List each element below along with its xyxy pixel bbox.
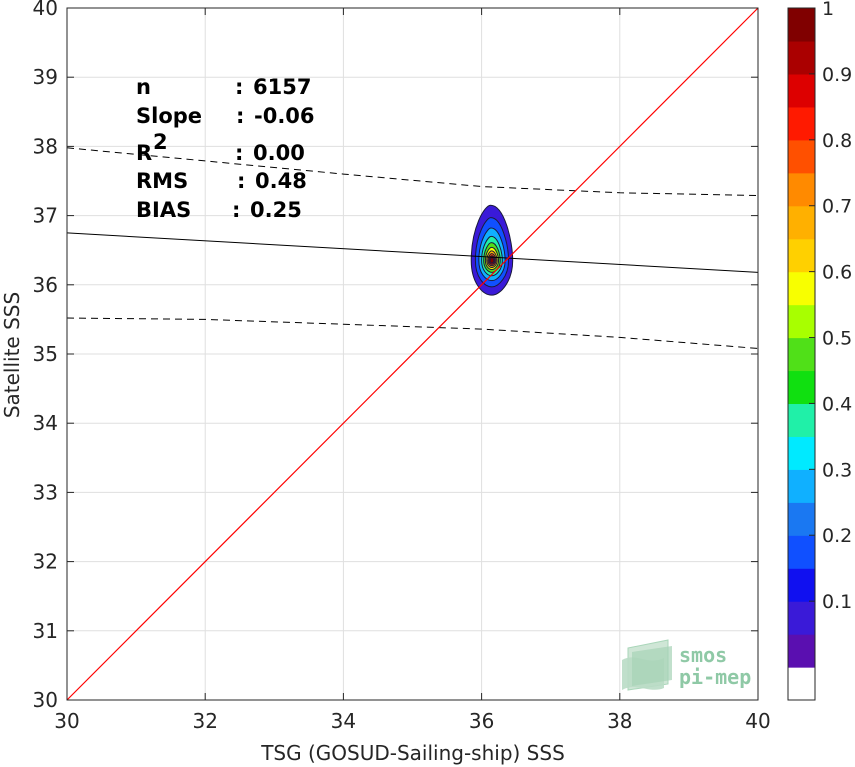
colorbar-swatch	[788, 8, 815, 42]
colorbar-tick-label: 0.3	[822, 459, 852, 481]
y-tick-label: 35	[33, 342, 58, 366]
stat-separator: :	[237, 169, 245, 193]
colorbar: 0.1 0.2 0.3 0.4 0.5 0.6 0.7 0.8 0.9 1	[787, 0, 852, 701]
y-tick-label: 31	[33, 619, 58, 643]
stat-label: Slope	[136, 104, 202, 128]
smos-pimep-logo: smos pi-mep	[622, 639, 751, 691]
logo-line2: pi-mep	[679, 665, 751, 689]
colorbar-swatch	[788, 568, 815, 602]
y-tick-label: 36	[33, 273, 58, 297]
colorbar-swatch	[788, 469, 815, 503]
colorbar-tick-label: 0.2	[822, 525, 852, 547]
y-tick-label: 32	[33, 550, 58, 574]
logo-line1: smos	[679, 643, 727, 667]
y-tick-label: 34	[33, 411, 58, 435]
colorbar-swatch	[788, 304, 815, 339]
y-axis-label: Satellite SSS	[0, 292, 24, 418]
x-tick-label: 32	[192, 709, 217, 733]
y-tick-label: 39	[33, 65, 58, 89]
y-tick-label: 33	[33, 480, 58, 504]
colorbar-tick-label: 0.1	[822, 591, 852, 613]
axis-labels: TSG (GOSUD-Sailing-ship) SSS Satellite S…	[0, 292, 565, 765]
colorbar-swatch	[788, 601, 815, 635]
colorbar-tick-label: 1	[822, 0, 834, 20]
colorbar-swatch	[788, 238, 815, 273]
colorbar-swatch	[788, 403, 815, 437]
colorbar-swatch	[788, 667, 815, 701]
colorbar-tick-label: 0.6	[822, 262, 852, 284]
colorbar-swatch	[788, 502, 815, 536]
logo-wave-icon-3	[632, 646, 672, 686]
stat-separator: :	[232, 198, 240, 222]
stat-separator: :	[235, 75, 243, 99]
x-tick-label: 34	[331, 709, 356, 733]
stats-box: n: 6157 Slope: -0.06 R 2: 0.00 RMS: 0.48 BIAS…	[136, 75, 315, 222]
colorbar-swatch	[788, 436, 815, 470]
colorbar-border	[787, 7, 816, 701]
y-tick-label: 40	[33, 0, 58, 20]
colorbar-tick-label: 0.8	[822, 130, 852, 152]
x-tick-label: 36	[469, 709, 494, 733]
stat-label: n	[136, 75, 151, 99]
x-tick-label: 30	[54, 709, 79, 733]
stat-value: 0.00	[253, 141, 305, 165]
colorbar-tick-label: 0.9	[822, 64, 852, 86]
stat-value: 0.48	[255, 169, 307, 193]
stat-label: RMS	[136, 169, 188, 193]
colorbar-swatch	[788, 40, 815, 75]
colorbar-swatch	[788, 337, 815, 372]
y-tick-label: 30	[33, 688, 58, 712]
x-tick-label: 40	[745, 709, 770, 733]
stat-separator: :	[236, 104, 244, 128]
regression-line	[66, 232, 759, 273]
tick-layer: 30 32 34 36 38 40 30 31 32 33 34 35 36 37 38 39 40	[33, 0, 771, 733]
line-layer	[66, 7, 759, 701]
identity-line	[66, 7, 759, 701]
y-tick-label: 37	[33, 204, 58, 228]
upper-confidence-line	[66, 147, 759, 197]
stat-value: 6157	[253, 75, 311, 99]
lower-confidence-line	[66, 317, 759, 349]
colorbar-swatch	[788, 172, 815, 207]
colorbar-swatch	[788, 73, 815, 108]
colorbar-tick-label: 0.4	[822, 393, 852, 415]
contour-layer	[470, 204, 514, 296]
x-tick-label: 38	[607, 709, 632, 733]
colorbar-swatch	[788, 205, 815, 240]
stat-label: R	[136, 141, 152, 165]
colorbar-swatch	[788, 535, 815, 569]
stat-separator: :	[235, 141, 243, 165]
colorbar-swatch	[788, 370, 815, 405]
x-axis-label: TSG (GOSUD-Sailing-ship) SSS	[260, 741, 565, 765]
stat-value: 0.25	[250, 198, 302, 222]
colorbar-swatch	[788, 634, 815, 668]
y-tick-label: 38	[33, 134, 58, 158]
colorbar-tick-label: 0.5	[822, 328, 852, 350]
colorbar-swatch	[788, 139, 815, 174]
stat-superscript: 2	[153, 130, 168, 154]
stat-value: -0.06	[254, 104, 315, 128]
colorbar-tick-label: 0.7	[822, 196, 852, 218]
density-contour	[489, 256, 495, 264]
colorbar-swatch	[788, 106, 815, 141]
stat-label: BIAS	[136, 198, 191, 222]
colorbar-swatch	[788, 271, 815, 306]
